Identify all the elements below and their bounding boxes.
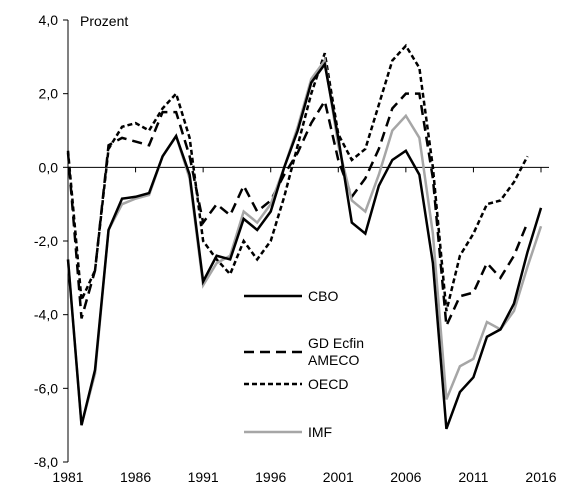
y-tick-label: -2,0 bbox=[34, 233, 58, 249]
x-tick-label: 1981 bbox=[52, 469, 83, 485]
legend-entry: CBO bbox=[244, 279, 372, 313]
legend-entry: IMF bbox=[244, 415, 372, 449]
legend-label: OECD bbox=[308, 375, 349, 392]
legend-label: IMF bbox=[308, 423, 333, 440]
series-line bbox=[66, 61, 543, 430]
legend-swatch bbox=[244, 294, 302, 298]
series-line bbox=[66, 92, 529, 331]
legend-swatch bbox=[244, 350, 302, 354]
y-tick-label: 2,0 bbox=[39, 86, 59, 102]
legend-entry: GD Ecfin AMECO bbox=[244, 335, 372, 369]
x-tick-label: 2016 bbox=[525, 469, 556, 485]
y-tick-label: -4,0 bbox=[34, 307, 58, 323]
legend-swatch bbox=[244, 430, 302, 434]
y-tick-label: -8,0 bbox=[34, 454, 58, 470]
legend-entry: OECD bbox=[244, 367, 372, 401]
x-tick-label: 2006 bbox=[390, 469, 421, 485]
x-tick-label: 2001 bbox=[323, 469, 354, 485]
x-tick-label: 1986 bbox=[120, 469, 151, 485]
y-axis-label: Prozent bbox=[80, 13, 128, 29]
legend-label: GD Ecfin AMECO bbox=[308, 335, 365, 368]
x-tick-label: 1991 bbox=[188, 469, 219, 485]
y-tick-label: 4,0 bbox=[39, 12, 59, 28]
series-line bbox=[66, 43, 529, 312]
y-tick-label: 0,0 bbox=[39, 159, 59, 175]
x-tick-label: 1996 bbox=[255, 469, 286, 485]
legend-label: CBO bbox=[308, 287, 339, 304]
legend-swatch bbox=[244, 382, 302, 386]
x-tick-label: 2011 bbox=[458, 469, 488, 485]
y-tick-label: -6,0 bbox=[34, 380, 58, 396]
